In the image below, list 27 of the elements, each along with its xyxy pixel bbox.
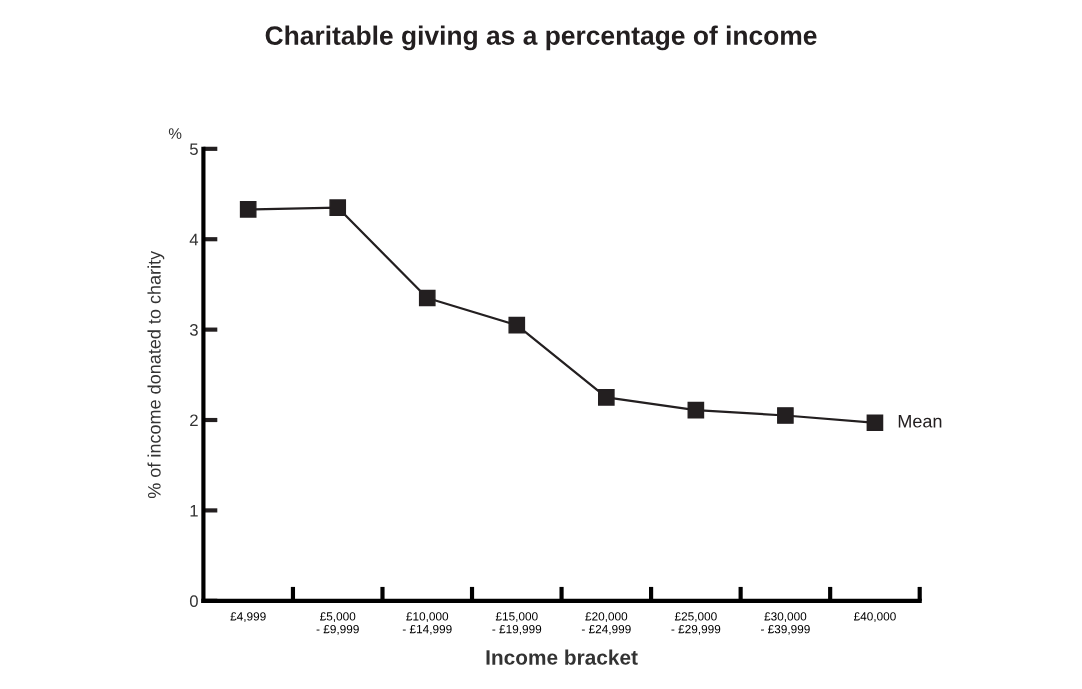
point (329, 199, 347, 216)
x-tick-label: £4,999 (230, 612, 266, 622)
y-tick-label: 0 (189, 595, 198, 608)
text: % (168, 128, 182, 139)
y-axis-title: % of income donated to charity (147, 250, 165, 499)
chart-title: Charitable giving as a percentage of income (265, 25, 817, 51)
x-tick-label: £10,000 - £14,999 (402, 612, 452, 635)
y-tick-label: 3 (189, 324, 198, 336)
x-tick-label: £25,000 - £29,999 (671, 612, 721, 635)
y-tick-label: 2 (190, 414, 198, 427)
point (687, 401, 705, 419)
x-tick-label: £5,000 - £9,999 (316, 612, 359, 635)
point (418, 289, 436, 307)
x-tick-label: £15,000 - £19,999 (492, 612, 542, 635)
point (239, 201, 257, 218)
x-tick-label: £40,000 (853, 612, 896, 622)
point (597, 389, 615, 406)
y-tick-label: 5 (189, 143, 198, 156)
point (866, 414, 884, 432)
point (777, 407, 794, 424)
series-label: Mean (898, 414, 942, 428)
point (508, 316, 526, 334)
x-tick-label: £20,000 - £24,999 (581, 612, 631, 635)
x-tick-label: £30,000 - £39,999 (760, 612, 810, 635)
y-tick-label: 4 (189, 233, 199, 246)
y-tick-label: 1 (190, 504, 198, 517)
x-axis-title: Income bracket (486, 649, 638, 665)
